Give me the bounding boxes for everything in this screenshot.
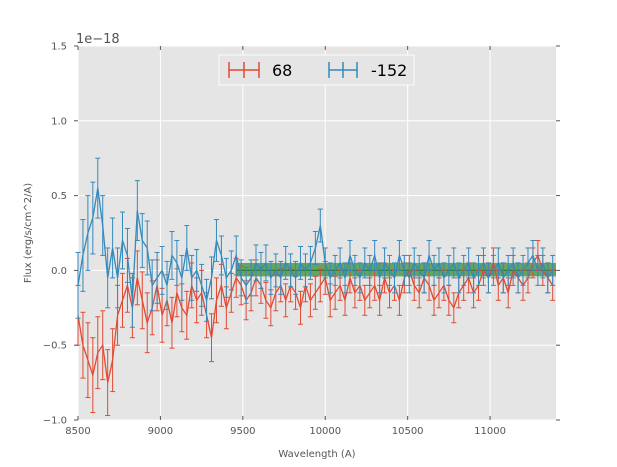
x-tick-label-2: 9500 xyxy=(230,426,255,437)
legend-entry-0: 68 xyxy=(228,61,292,80)
y-axis-label: Flux (erg/s/cm^2/A) xyxy=(23,183,34,283)
y-tick-label-1: −0.5 xyxy=(43,341,67,352)
legend-label-1: -152 xyxy=(371,61,407,80)
y-tick-label-5: 1.5 xyxy=(51,42,67,53)
y-tick-label-3: 0.5 xyxy=(51,191,67,202)
x-tick-label-5: 11000 xyxy=(474,426,506,437)
tick-labels: 8500 9000 9500 10000 10500 11000 −1.0 −0.5 0.0 0.… xyxy=(43,42,506,438)
legend: 68 -152 xyxy=(218,54,415,86)
x-tick-label-0: 8500 xyxy=(65,426,90,437)
series-1 xyxy=(75,157,556,328)
series-layer xyxy=(75,157,556,417)
x-tick-label-4: 10500 xyxy=(392,426,424,437)
ticks xyxy=(74,45,560,421)
legend-label-0: 68 xyxy=(272,61,292,80)
series-1-line xyxy=(77,187,554,303)
y-tick-label-2: 0.0 xyxy=(51,266,67,277)
y-tick-label-4: 1.0 xyxy=(51,116,67,127)
legend-entry-1: -152 xyxy=(328,61,407,80)
x-axis-label: Wavelength (A) xyxy=(278,449,355,460)
y-offset-label: 1e−18 xyxy=(76,32,120,47)
grid xyxy=(77,45,556,421)
plot-area xyxy=(78,46,556,420)
y-tick-label-0: −1.0 xyxy=(43,416,67,427)
x-tick-label-1: 9000 xyxy=(148,426,173,437)
x-tick-label-3: 10000 xyxy=(309,426,341,437)
